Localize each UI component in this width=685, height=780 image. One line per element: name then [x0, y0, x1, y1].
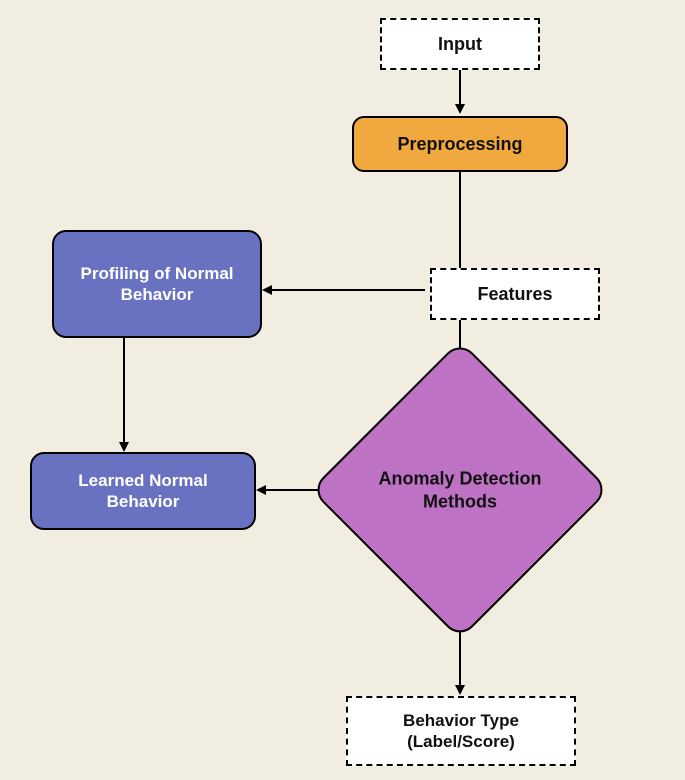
node-learned-label: Learned Normal Behavior: [42, 470, 244, 513]
node-profiling: Profiling of Normal Behavior: [52, 230, 262, 338]
node-input: Input: [380, 18, 540, 70]
node-preprocessing-label: Preprocessing: [397, 133, 522, 156]
node-anomaly: Anomaly Detection Methods: [310, 340, 610, 640]
node-behavior-type: Behavior Type (Label/Score): [346, 696, 576, 766]
node-preprocessing: Preprocessing: [352, 116, 568, 172]
node-learned: Learned Normal Behavior: [30, 452, 256, 530]
node-anomaly-label: Anomaly Detection Methods: [367, 468, 553, 513]
node-features: Features: [430, 268, 600, 320]
node-input-label: Input: [438, 33, 482, 56]
node-behavior-type-label: Behavior Type (Label/Score): [358, 710, 564, 753]
node-features-label: Features: [477, 283, 552, 306]
node-profiling-label: Profiling of Normal Behavior: [64, 263, 250, 306]
